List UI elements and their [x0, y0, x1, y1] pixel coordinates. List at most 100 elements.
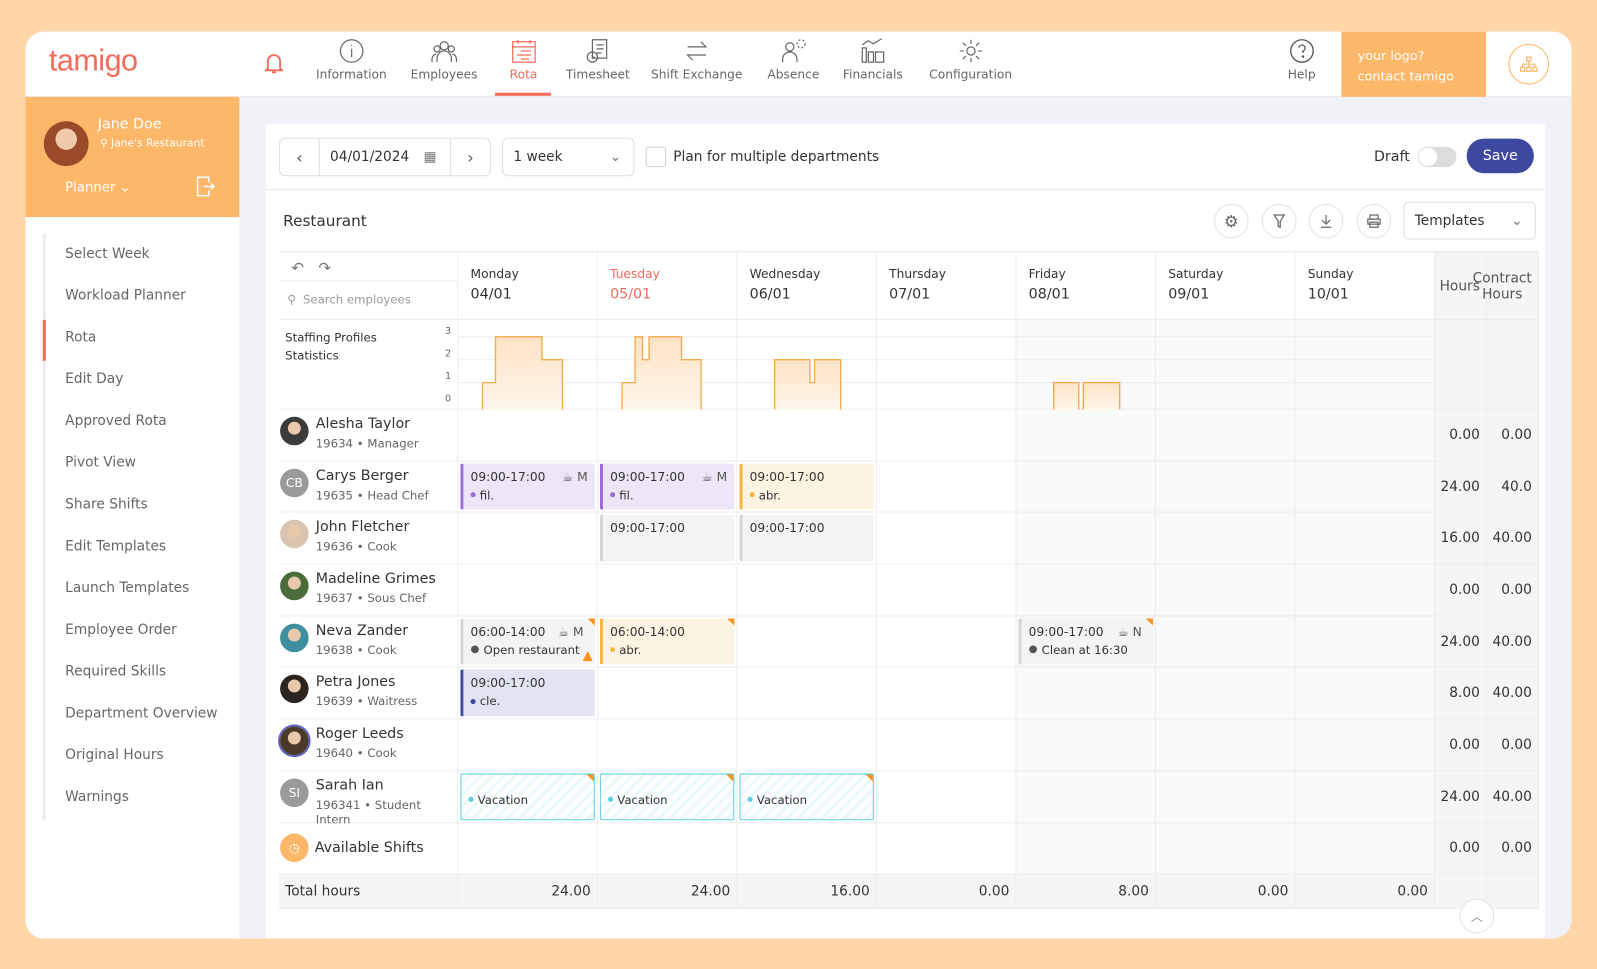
sidebar-item-original-hours[interactable]: Original Hours — [65, 746, 164, 764]
org-chart-button[interactable] — [1508, 43, 1550, 85]
rota-cell[interactable] — [1155, 461, 1296, 513]
rota-cell[interactable] — [1155, 719, 1296, 772]
rota-cell[interactable]: 06:00-14:00 abr. — [597, 616, 738, 668]
rota-cell[interactable] — [876, 409, 1017, 462]
employee-row-header[interactable]: Alesha Taylor 19634 • Manager — [279, 409, 459, 462]
rota-cell[interactable] — [737, 616, 877, 668]
nav-information[interactable]: Information — [316, 38, 387, 82]
shift-card[interactable]: 06:00-14:00 abr. — [599, 618, 735, 665]
nav-employees[interactable]: Employees — [411, 38, 478, 82]
shift-card[interactable]: 09:00-17:00 abr. — [739, 463, 874, 510]
help-button[interactable]: Help — [1288, 38, 1316, 82]
rota-cell[interactable] — [1295, 409, 1436, 462]
redo-icon[interactable]: ↷ — [318, 258, 332, 278]
employee-row-header[interactable]: John Fletcher 19636 • Cook — [279, 512, 459, 565]
rota-cell[interactable] — [876, 564, 1017, 617]
rota-cell[interactable]: 06:00-14:00 ☕︎ M ● Open restaurant ▲ — [458, 616, 598, 668]
day-header[interactable]: Thursday 07/01 — [876, 252, 1017, 320]
sidebar-item-share-shifts[interactable]: Share Shifts — [65, 496, 148, 513]
rota-cell[interactable] — [737, 667, 877, 720]
available-cell[interactable] — [458, 822, 598, 875]
day-header[interactable]: Sunday 10/01 — [1295, 252, 1436, 320]
sidebar-item-rota[interactable]: Rota — [65, 329, 97, 346]
day-header[interactable]: Saturday 09/01 — [1155, 252, 1296, 320]
undo-icon[interactable]: ↶ — [291, 258, 305, 278]
shift-card[interactable]: 09:00-17:00 cle. — [460, 669, 595, 717]
rota-cell[interactable] — [1155, 667, 1296, 720]
rota-cell[interactable] — [1016, 564, 1156, 617]
vacation-block[interactable]: Vacation — [460, 773, 595, 820]
rota-cell[interactable] — [737, 564, 877, 617]
your-logo-box[interactable]: your logo? contact tamigo — [1341, 31, 1486, 97]
settings-button[interactable]: ⚙ — [1214, 203, 1249, 239]
nav-shift-exchange[interactable]: Shift Exchange — [651, 38, 742, 82]
tamigo-logo[interactable]: tamigo — [48, 43, 138, 78]
rota-cell[interactable] — [1016, 719, 1156, 772]
employee-row-header[interactable]: SI Sarah Ian 196341 • Student Intern — [279, 771, 459, 826]
rota-cell[interactable] — [1295, 667, 1436, 720]
rota-cell[interactable] — [458, 719, 598, 772]
employee-row-header[interactable]: CB Carys Berger 19635 • Head Chef — [279, 461, 459, 513]
sidebar-item-employee-order[interactable]: Employee Order — [65, 621, 177, 638]
rota-cell[interactable] — [1295, 771, 1436, 823]
nav-financials[interactable]: Financials — [843, 38, 903, 82]
sidebar-item-edit-day[interactable]: Edit Day — [65, 370, 124, 388]
rota-cell[interactable]: Vacation — [597, 771, 738, 823]
day-header[interactable]: Tuesday 05/01 — [597, 252, 738, 320]
available-cell[interactable] — [737, 822, 877, 875]
available-cell[interactable] — [597, 822, 738, 875]
rota-cell[interactable] — [1155, 512, 1296, 565]
rota-cell[interactable] — [458, 409, 598, 462]
shift-card[interactable]: 09:00-17:00 — [599, 514, 735, 562]
available-cell[interactable] — [1295, 822, 1436, 875]
rota-cell[interactable] — [1155, 771, 1296, 823]
rota-cell[interactable] — [1016, 667, 1156, 720]
rota-cell[interactable] — [876, 461, 1017, 513]
sidebar-item-warnings[interactable]: Warnings — [65, 788, 129, 806]
nav-timesheet[interactable]: Timesheet — [566, 38, 630, 82]
rota-cell[interactable] — [597, 719, 738, 772]
sidebar-item-department-overview[interactable]: Department Overview — [65, 705, 218, 722]
sidebar-item-select-week[interactable]: Select Week — [65, 245, 150, 262]
day-header[interactable]: Wednesday 06/01 — [737, 252, 877, 320]
save-button[interactable]: Save — [1466, 138, 1534, 174]
rota-cell[interactable] — [1295, 461, 1436, 513]
nav-rota[interactable]: Rota — [510, 38, 537, 82]
search-employees[interactable]: ⚲ Search employees — [287, 292, 411, 306]
rota-cell[interactable]: Vacation — [458, 771, 598, 823]
employee-row-header[interactable]: Madeline Grimes 19637 • Sous Chef — [279, 564, 459, 617]
rota-cell[interactable] — [597, 667, 738, 720]
filter-button[interactable] — [1261, 203, 1297, 239]
sidebar-item-workload-planner[interactable]: Workload Planner — [65, 287, 186, 304]
rota-cell[interactable] — [1295, 616, 1436, 668]
rota-cell[interactable] — [1295, 512, 1436, 565]
date-field[interactable]: 04/01/2024 ▦ — [318, 138, 452, 176]
available-cell[interactable] — [876, 822, 1017, 875]
rota-cell[interactable] — [737, 719, 877, 772]
next-week-button[interactable]: › — [467, 147, 474, 167]
rota-cell[interactable] — [1016, 771, 1156, 823]
rota-cell[interactable]: 09:00-17:00 — [597, 512, 738, 565]
rota-cell[interactable]: 09:00-17:00 cle. — [458, 667, 598, 720]
print-button[interactable] — [1356, 203, 1392, 239]
nav-configuration[interactable]: Configuration — [929, 38, 1012, 82]
rota-cell[interactable] — [1016, 461, 1156, 513]
shift-card[interactable]: 09:00-17:00 ☕︎ N ● Clean at 16:30 — [1018, 618, 1153, 665]
available-cell[interactable] — [1016, 822, 1156, 875]
rota-cell[interactable] — [458, 564, 598, 617]
employee-row-header[interactable]: Roger Leeds 19640 • Cook — [279, 719, 459, 772]
templates-dropdown[interactable]: Templates ⌄ — [1403, 201, 1536, 240]
rota-cell[interactable] — [1155, 564, 1296, 617]
rota-cell[interactable]: 09:00-17:00 — [737, 512, 877, 565]
rota-cell[interactable] — [876, 667, 1017, 720]
available-shifts-row[interactable]: ◷ Available Shifts — [279, 822, 459, 875]
multi-department-checkbox[interactable] — [645, 146, 667, 168]
sidebar-item-edit-templates[interactable]: Edit Templates — [65, 538, 167, 555]
warning-icon[interactable]: ▲ — [582, 648, 593, 664]
rota-cell[interactable] — [1155, 409, 1296, 462]
multi-department-option[interactable]: Plan for multiple departments — [645, 146, 879, 168]
rota-cell[interactable] — [876, 616, 1017, 668]
